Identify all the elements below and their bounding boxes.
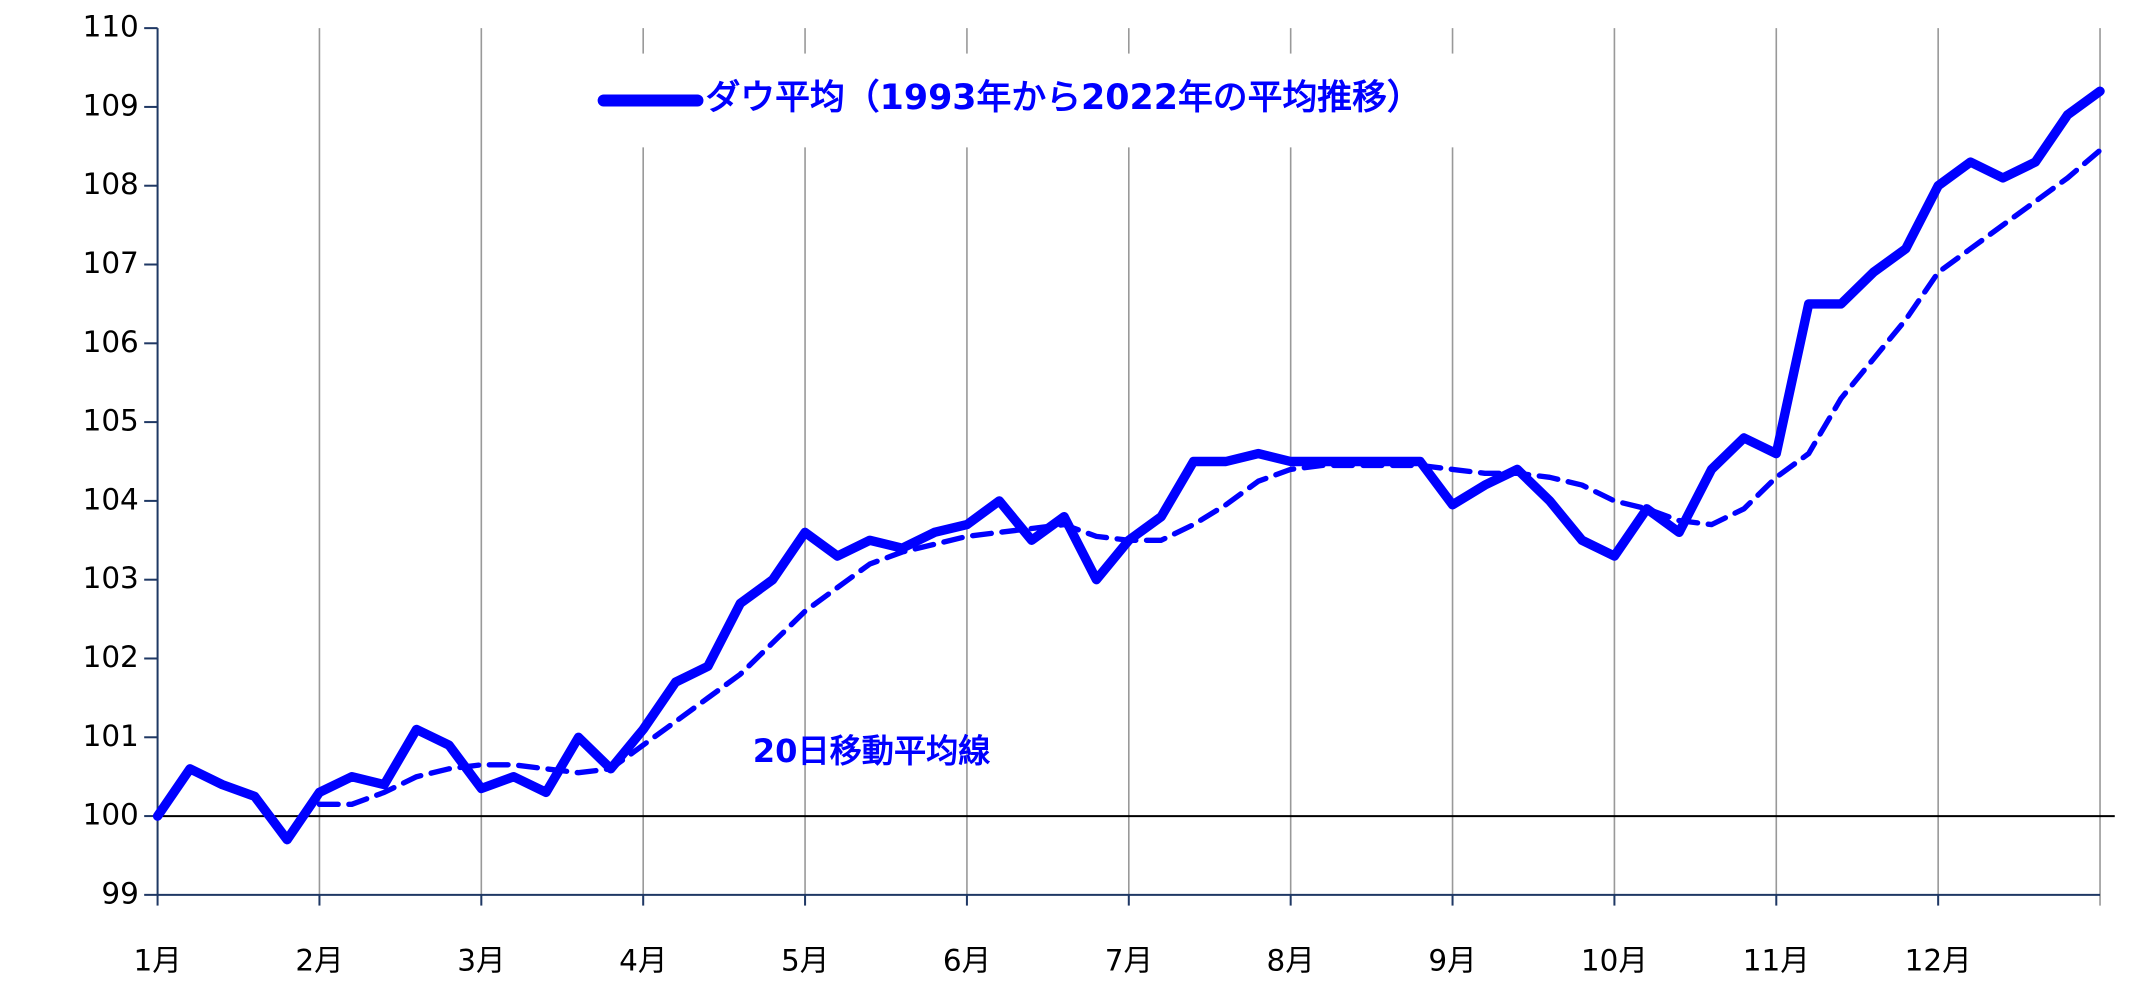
y-tick-label: 102: [83, 640, 139, 674]
x-tick-label: 12月: [1905, 943, 1972, 977]
x-tick-label: 6月: [943, 943, 991, 977]
y-tick-label: 104: [83, 482, 139, 516]
x-tick-label: 10月: [1581, 943, 1648, 977]
series-annotation: 20日移動平均線: [753, 732, 991, 770]
legend-bg: [583, 53, 1575, 148]
series-line: [152, 86, 2105, 845]
y-tick-label: 105: [83, 404, 139, 438]
y-tick-label: 106: [83, 325, 139, 359]
x-tick-label: 7月: [1105, 943, 1153, 977]
y-tick-label: 108: [83, 167, 139, 201]
x-tick-label: 1月: [133, 943, 181, 977]
x-tick-label: 2月: [295, 943, 343, 977]
x-tick-label: 8月: [1267, 943, 1315, 977]
x-tick-label: 9月: [1428, 943, 1476, 977]
y-tick-label: 103: [83, 561, 139, 595]
y-tick-label: 109: [83, 88, 139, 122]
series-line: [316, 147, 2103, 807]
legend-label: ダウ平均（1993年から2022年の平均推移）: [705, 78, 1421, 118]
x-tick-label: 5月: [781, 943, 829, 977]
y-tick-label: 100: [83, 798, 139, 832]
y-tick-label: 101: [83, 719, 139, 753]
x-tick-label: 4月: [619, 943, 667, 977]
y-tick-label: 107: [83, 246, 139, 280]
y-tick-label: 99: [101, 876, 139, 910]
y-tick-label: 110: [83, 10, 139, 44]
x-tick-label: 3月: [457, 943, 505, 977]
x-tick-label: 11月: [1743, 943, 1810, 977]
